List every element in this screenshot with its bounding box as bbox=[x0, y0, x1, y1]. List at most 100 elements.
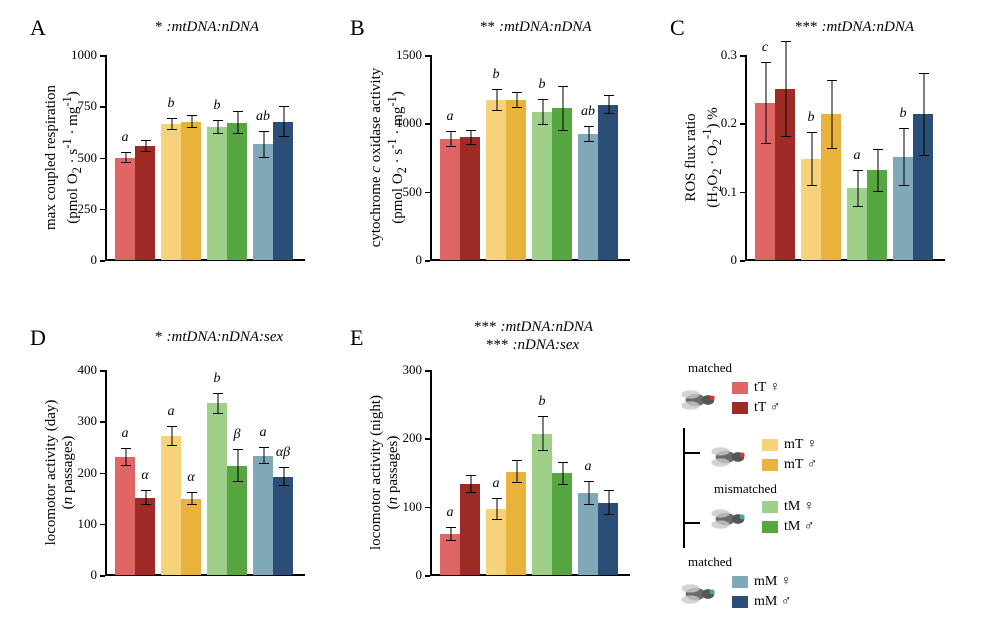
legend-row-tT_m: tT ♂ bbox=[732, 400, 780, 416]
sig-letter: α bbox=[141, 468, 148, 484]
bar-B-mT_m bbox=[506, 100, 526, 260]
bar-A-mT_m bbox=[181, 122, 201, 260]
sig-letter: a bbox=[122, 130, 129, 146]
bar-B-mM_f bbox=[578, 134, 598, 260]
sig-letter: b bbox=[493, 67, 500, 83]
bar-B-tM_f bbox=[532, 112, 552, 260]
bar-A-tT_m bbox=[135, 146, 155, 260]
legend-swatch bbox=[732, 382, 748, 394]
errorbar bbox=[811, 132, 812, 185]
bar-D-mM_f bbox=[253, 456, 273, 575]
fly-icon bbox=[710, 506, 752, 532]
sig-letter: a bbox=[585, 459, 592, 475]
panel-label-D: D bbox=[30, 325, 46, 351]
y-axis-label-B: cytochrome c oxidase activity(pmol O2 · … bbox=[368, 55, 410, 260]
sig-letter: b bbox=[539, 394, 546, 410]
ytick-label: 250 bbox=[65, 201, 97, 217]
errorbar bbox=[145, 140, 146, 152]
errorbar bbox=[877, 149, 878, 193]
y-axis bbox=[430, 55, 432, 260]
errorbar bbox=[857, 170, 858, 207]
sig-letter: b bbox=[539, 77, 546, 93]
ytick-label: 0.3 bbox=[705, 47, 737, 63]
ytick bbox=[425, 438, 430, 440]
errorbar bbox=[450, 527, 451, 541]
bar-A-tT_f bbox=[115, 158, 135, 261]
errorbar bbox=[608, 95, 609, 114]
legend-row-tM_f: tM ♀ bbox=[762, 499, 814, 515]
ytick bbox=[100, 55, 105, 57]
ytick-label: 100 bbox=[390, 499, 422, 515]
legend-row-mM_m: mM ♂ bbox=[732, 594, 791, 610]
y-axis bbox=[105, 55, 107, 260]
bar-A-tM_m bbox=[227, 123, 247, 260]
ytick-label: 300 bbox=[390, 362, 422, 378]
fly-icon bbox=[680, 581, 722, 607]
errorbar bbox=[450, 131, 451, 147]
ytick-label: 1500 bbox=[390, 47, 422, 63]
errorbar bbox=[923, 73, 924, 156]
ytick bbox=[425, 507, 430, 509]
bar-B-tT_f bbox=[440, 139, 460, 260]
ytick bbox=[740, 55, 745, 57]
errorbar bbox=[171, 426, 172, 445]
bar-D-mT_m bbox=[181, 499, 201, 575]
legend-row-mM_f: mM ♀ bbox=[732, 574, 791, 590]
errorbar bbox=[145, 490, 146, 504]
errorbar bbox=[283, 467, 284, 486]
y-axis-label-C: ROS flux ratio(H2O2 · O2-1) % bbox=[683, 55, 725, 260]
errorbar bbox=[542, 99, 543, 125]
bar-E-tM_f bbox=[532, 434, 552, 575]
ytick-label: 0 bbox=[65, 567, 97, 583]
errorbar bbox=[903, 128, 904, 185]
ytick bbox=[100, 370, 105, 372]
y-axis-label-E: locomotor activity (night)(n passages) bbox=[368, 370, 402, 575]
bar-A-mM_m bbox=[273, 122, 293, 260]
sig-letter: a bbox=[260, 425, 267, 441]
panel-title-D: *:mtDNA:nDNA:sex bbox=[155, 329, 283, 346]
sig-letter: a bbox=[854, 148, 861, 164]
errorbar bbox=[562, 462, 563, 485]
errorbar bbox=[237, 111, 238, 134]
chart-D: aαaαbβaαβ bbox=[105, 370, 305, 575]
ytick bbox=[100, 473, 105, 475]
ytick-label: 0 bbox=[65, 252, 97, 268]
ytick-label: 200 bbox=[390, 430, 422, 446]
panel-label-E: E bbox=[350, 325, 363, 351]
sig-letter: ab bbox=[256, 109, 270, 125]
errorbar bbox=[765, 62, 766, 144]
bar-A-tM_f bbox=[207, 127, 227, 260]
panel-title-A: *:mtDNA:nDNA bbox=[155, 19, 259, 36]
legend-row-tM_m: tM ♂ bbox=[762, 519, 814, 535]
panel-title-B: **:mtDNA:nDNA bbox=[480, 19, 592, 36]
bar-E-tT_m bbox=[460, 484, 480, 575]
fly-icon bbox=[680, 387, 722, 413]
ytick bbox=[100, 421, 105, 423]
legend-header-matched-top: matched bbox=[688, 360, 980, 376]
ytick-label: 500 bbox=[65, 150, 97, 166]
errorbar bbox=[263, 447, 264, 463]
y-axis bbox=[745, 55, 747, 260]
errorbar bbox=[283, 106, 284, 137]
errorbar bbox=[516, 92, 517, 108]
ytick bbox=[740, 260, 745, 262]
bar-E-mT_m bbox=[506, 472, 526, 575]
errorbar bbox=[263, 131, 264, 158]
ytick bbox=[100, 209, 105, 211]
bar-E-tM_m bbox=[552, 473, 572, 575]
ytick bbox=[100, 524, 105, 526]
legend-label: tT ♂ bbox=[754, 400, 780, 416]
ytick-label: 0 bbox=[705, 252, 737, 268]
ytick-label: 1000 bbox=[390, 115, 422, 131]
ytick bbox=[425, 55, 430, 57]
errorbar bbox=[608, 490, 609, 515]
fly-icon bbox=[710, 444, 752, 470]
errorbar bbox=[191, 115, 192, 127]
ytick bbox=[100, 260, 105, 262]
ytick-label: 750 bbox=[65, 98, 97, 114]
bar-B-mM_m bbox=[598, 105, 618, 260]
errorbar bbox=[831, 80, 832, 148]
sig-letter: b bbox=[900, 106, 907, 122]
ytick-label: 0.1 bbox=[705, 184, 737, 200]
sig-letter: b bbox=[214, 371, 221, 387]
